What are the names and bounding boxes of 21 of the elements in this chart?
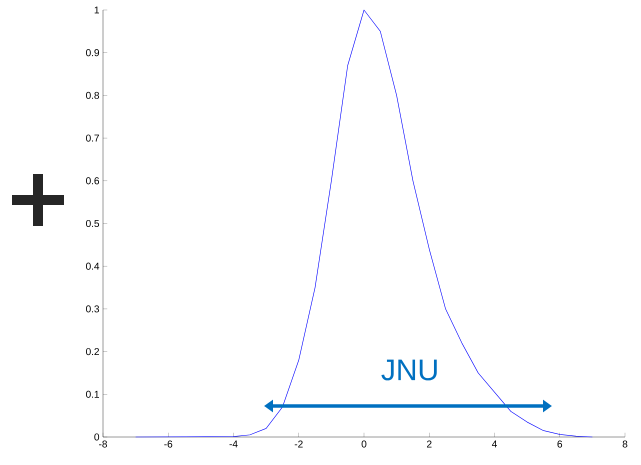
x-tick-label: -4	[230, 440, 238, 448]
y-tick-label: 1	[94, 6, 100, 14]
y-tick-label: 0.3	[86, 305, 100, 312]
y-tick-label: 0.5	[86, 220, 100, 228]
x-tick-label: 4	[492, 440, 497, 448]
annotation: JNU	[381, 360, 437, 380]
y-tick-label: 0	[94, 433, 100, 441]
x-tick-label: 8	[622, 440, 628, 448]
y-tick-label: 0.9	[86, 49, 100, 56]
y-tick-label: 0.1	[86, 390, 100, 398]
y-tick-label: 0.4	[86, 262, 100, 270]
y-tick-label: 0.6	[86, 177, 100, 184]
x-tick-label: 2	[426, 440, 432, 448]
x-tick-label: 6	[557, 440, 562, 448]
x-tick-label: 0	[362, 440, 366, 448]
y-tick-label: 0.8	[86, 92, 100, 99]
x-tick-label: -2	[294, 440, 303, 448]
y-tick-label: 0.2	[86, 348, 99, 356]
y-tick-label: 0.7	[86, 134, 99, 142]
x-tick-label: -6	[164, 440, 172, 448]
x-tick-label: -8	[99, 440, 107, 448]
